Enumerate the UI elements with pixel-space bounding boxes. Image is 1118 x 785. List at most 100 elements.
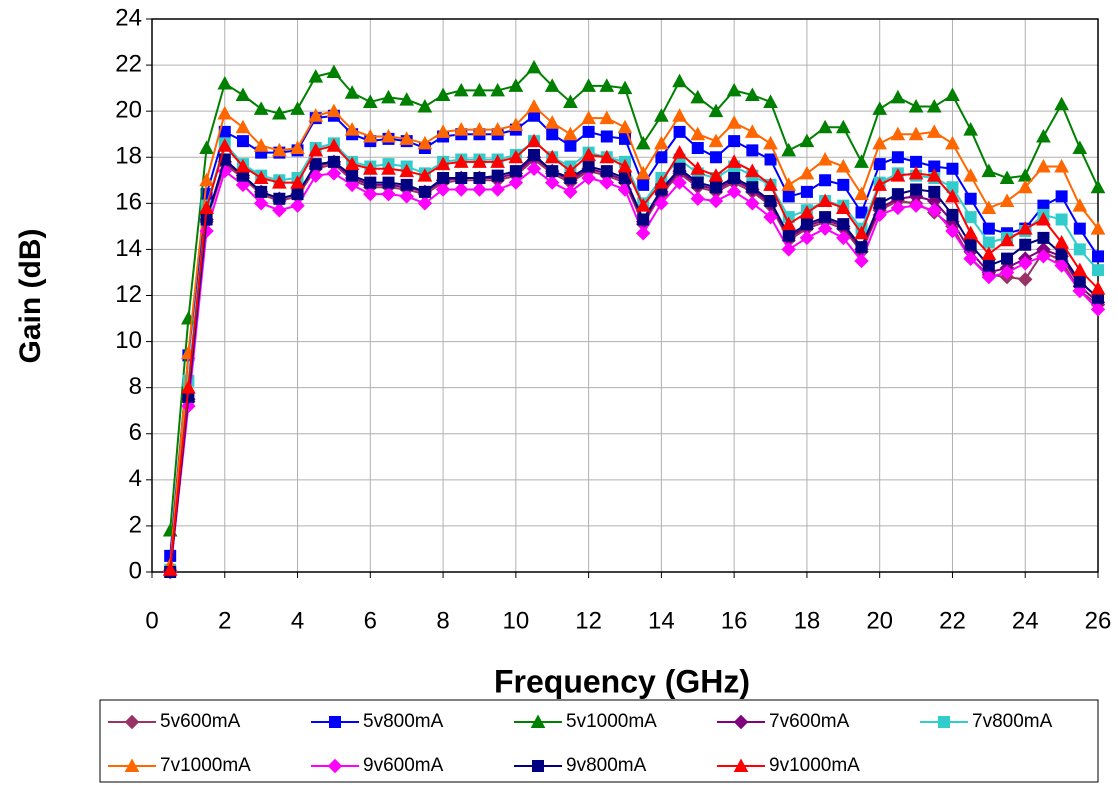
marker (764, 153, 777, 166)
marker (417, 135, 433, 150)
marker (890, 200, 906, 216)
marker (910, 183, 923, 196)
marker (400, 178, 413, 191)
x-tick-label: 8 (436, 607, 449, 634)
marker (418, 185, 431, 198)
marker (1017, 179, 1033, 194)
marker (344, 85, 360, 99)
marker (546, 165, 559, 178)
marker (654, 196, 669, 211)
marker (733, 714, 749, 730)
marker (599, 149, 615, 164)
marker (530, 714, 546, 728)
x-tick-label: 20 (866, 607, 893, 634)
marker (344, 156, 360, 171)
marker (399, 92, 415, 106)
marker (817, 193, 833, 208)
marker (472, 122, 487, 136)
marker (453, 122, 469, 136)
marker (1036, 128, 1051, 143)
marker (1090, 281, 1106, 295)
marker (582, 125, 595, 138)
marker (308, 69, 324, 83)
marker (599, 78, 615, 92)
y-tick-label: 24 (115, 4, 142, 31)
marker (982, 222, 995, 235)
marker (926, 99, 942, 113)
marker (964, 192, 977, 205)
marker (782, 190, 795, 203)
legend-label: 5v1000mA (566, 711, 657, 732)
marker (745, 124, 760, 138)
marker (945, 223, 960, 239)
marker (162, 562, 178, 576)
marker (982, 236, 995, 249)
marker (1092, 264, 1104, 277)
marker (1018, 272, 1033, 287)
marker (708, 168, 724, 182)
marker (526, 59, 542, 74)
series-line (169, 139, 1099, 570)
marker (329, 716, 341, 728)
x-tick-label: 12 (575, 607, 602, 634)
marker (1072, 198, 1088, 212)
legend-label: 7v1000mA (160, 755, 251, 776)
marker (509, 165, 522, 178)
marker (835, 200, 851, 214)
marker (981, 246, 997, 261)
marker (891, 188, 904, 201)
marker (708, 193, 724, 209)
marker (964, 211, 977, 224)
marker (999, 232, 1015, 247)
marker (691, 176, 704, 189)
legend-label: 9v600mA (363, 755, 444, 776)
marker (453, 82, 469, 97)
marker (308, 168, 323, 183)
marker (999, 170, 1015, 184)
marker (1054, 234, 1069, 249)
marker (835, 158, 851, 173)
marker (417, 168, 433, 182)
marker (290, 101, 305, 115)
y-tick-label: 8 (129, 373, 142, 400)
marker (435, 87, 451, 102)
marker (473, 171, 486, 184)
marker (746, 181, 759, 194)
marker (817, 221, 833, 236)
marker (199, 172, 214, 187)
marker (581, 78, 596, 92)
marker (817, 119, 833, 134)
x-tick-label: 2 (218, 607, 231, 634)
legend-label: 5v800mA (363, 711, 444, 732)
marker (532, 760, 544, 772)
marker (236, 135, 249, 148)
marker (837, 218, 850, 231)
x-tick-label: 24 (1012, 607, 1039, 634)
marker (563, 126, 578, 141)
marker (600, 130, 613, 143)
legend-label: 9v800mA (566, 755, 647, 776)
marker (181, 380, 196, 394)
marker (472, 82, 487, 97)
marker (454, 182, 469, 197)
marker (544, 115, 560, 129)
marker (799, 133, 815, 148)
legend-label: 7v600mA (769, 711, 850, 732)
marker (963, 251, 978, 266)
marker (437, 171, 450, 184)
marker (199, 140, 214, 155)
marker (617, 158, 633, 173)
x-tick-label: 4 (291, 607, 304, 634)
marker (362, 128, 378, 143)
marker (362, 94, 378, 108)
marker (1055, 248, 1068, 261)
x-tick-label: 6 (364, 607, 377, 634)
marker (890, 168, 906, 182)
marker (273, 192, 286, 205)
marker (945, 87, 960, 102)
x-tick-label: 0 (145, 607, 158, 634)
marker (581, 170, 596, 186)
marker (635, 226, 651, 241)
marker (545, 175, 560, 190)
marker (600, 165, 613, 178)
